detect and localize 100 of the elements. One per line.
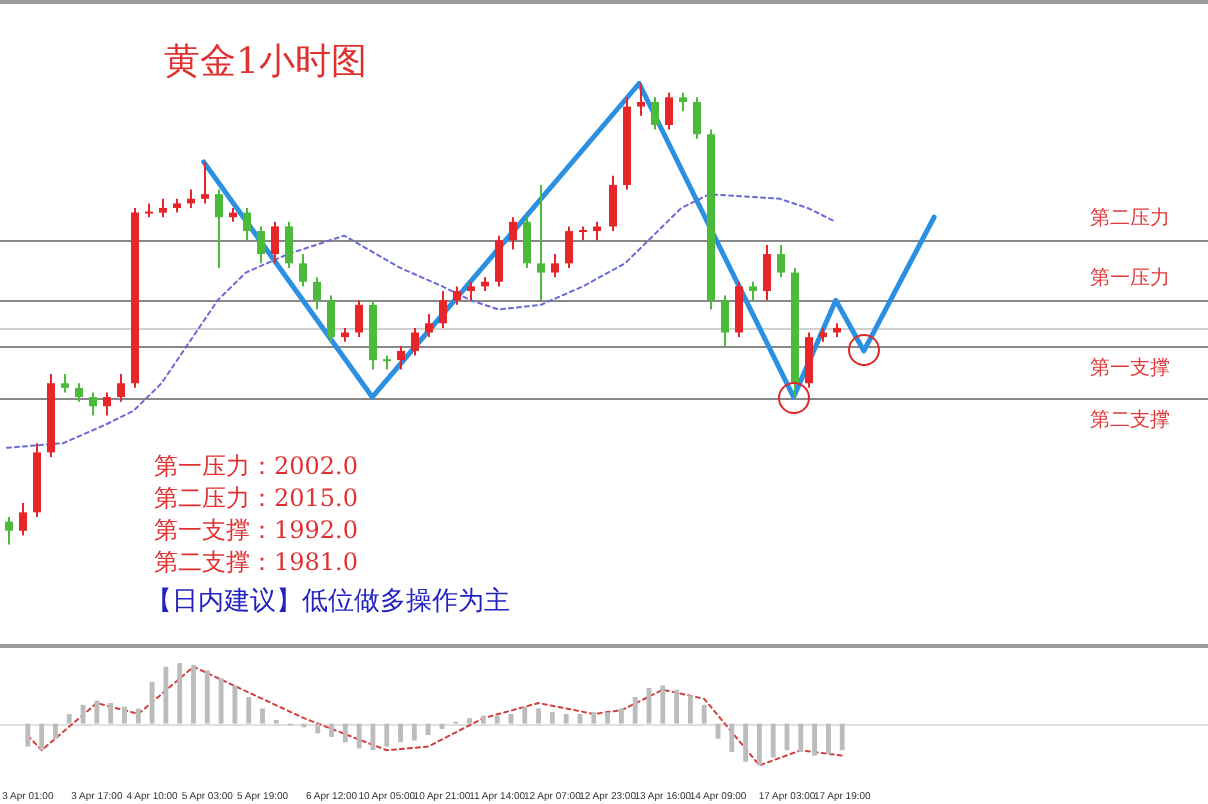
bar [743, 723, 749, 762]
ref-line-label: 第二支撑 [1090, 408, 1170, 433]
candlestick [693, 96, 701, 140]
candlestick [609, 174, 617, 233]
bar [53, 723, 58, 739]
text: 【日内建议】低位做多操作为主 [146, 584, 510, 617]
candlestick [453, 285, 461, 306]
candlestick [89, 391, 97, 417]
candlestick [651, 96, 659, 131]
bar [342, 723, 348, 743]
annotation: 第一支撑：1992.0 [154, 516, 358, 545]
candlestick [495, 234, 503, 288]
candlestick [5, 515, 13, 546]
candlestick [61, 373, 69, 394]
candlestick [763, 243, 771, 302]
bar [839, 723, 845, 751]
candlestick [735, 280, 743, 339]
bar [398, 723, 403, 743]
bar [729, 723, 735, 753]
candlestick [313, 276, 321, 311]
candlestick [215, 188, 223, 269]
bar [94, 700, 100, 724]
bar [204, 670, 210, 724]
bar [108, 703, 114, 724]
bar [467, 718, 472, 724]
bar [812, 723, 818, 756]
candlestick [805, 331, 813, 389]
candlestick [467, 280, 475, 302]
candlestick [593, 220, 601, 242]
bar [260, 708, 265, 724]
candlestick [411, 326, 419, 357]
candlestick [637, 82, 645, 117]
bar [770, 723, 776, 758]
candlestick [285, 220, 293, 269]
candlestick [355, 299, 363, 339]
bar [494, 715, 500, 724]
annotation: 第二压力：2015.0 [154, 484, 358, 513]
bar [232, 685, 238, 724]
chart-title: 黄金1小时图 [164, 41, 367, 84]
candlestick [201, 160, 209, 205]
bar [329, 723, 334, 737]
bar [687, 695, 693, 724]
bar [425, 723, 431, 736]
bar [701, 704, 707, 724]
candlestick [327, 294, 335, 343]
candlestick [75, 382, 83, 403]
candlestick [159, 197, 167, 219]
bar [246, 697, 252, 724]
candlestick [565, 225, 573, 269]
bar [618, 708, 624, 724]
text: 第二支撑：1981.0 [154, 548, 358, 577]
bar [191, 664, 196, 724]
bar [218, 678, 224, 724]
bar [660, 685, 666, 724]
bar [563, 713, 569, 724]
candlestick [243, 207, 251, 242]
bar [25, 723, 31, 747]
bar [135, 708, 141, 724]
bar [480, 715, 486, 724]
candlestick [117, 373, 125, 403]
annotation: 第一压力：2002.0 [154, 452, 358, 481]
candlestick [721, 294, 729, 348]
candlestick [257, 225, 265, 265]
candlestick [509, 216, 517, 251]
bar [163, 666, 169, 724]
ref-line-label: 第一支撑 [1090, 356, 1170, 381]
bar [605, 712, 610, 724]
bar [536, 708, 541, 724]
candlestick [19, 502, 27, 537]
bar [632, 697, 638, 724]
candlestick [551, 253, 559, 279]
bar [177, 663, 183, 724]
bar [315, 723, 321, 734]
bar [826, 723, 831, 754]
candlestick [749, 280, 757, 302]
candlestick [299, 253, 307, 288]
candlestick [103, 391, 111, 417]
candlestick [271, 220, 279, 265]
bar [522, 706, 528, 724]
candlestick [679, 91, 687, 113]
candlestick [523, 216, 531, 269]
bar [66, 713, 72, 724]
bar [411, 723, 417, 741]
candlestick [425, 313, 433, 339]
bar [39, 723, 45, 751]
bar [674, 689, 679, 724]
candlestick [665, 91, 673, 131]
ref-line-label: 第一压力 [1090, 266, 1170, 291]
candlestick [777, 243, 785, 279]
bar [122, 706, 127, 724]
candlestick [397, 345, 405, 371]
ref-line-label: 第二压力 [1090, 206, 1170, 231]
bar [549, 712, 555, 724]
bar [798, 723, 804, 753]
candlestick [439, 290, 447, 329]
bar [384, 723, 390, 747]
bar [356, 723, 362, 749]
bar [756, 723, 762, 766]
candlestick [537, 183, 545, 302]
bar [591, 712, 597, 724]
